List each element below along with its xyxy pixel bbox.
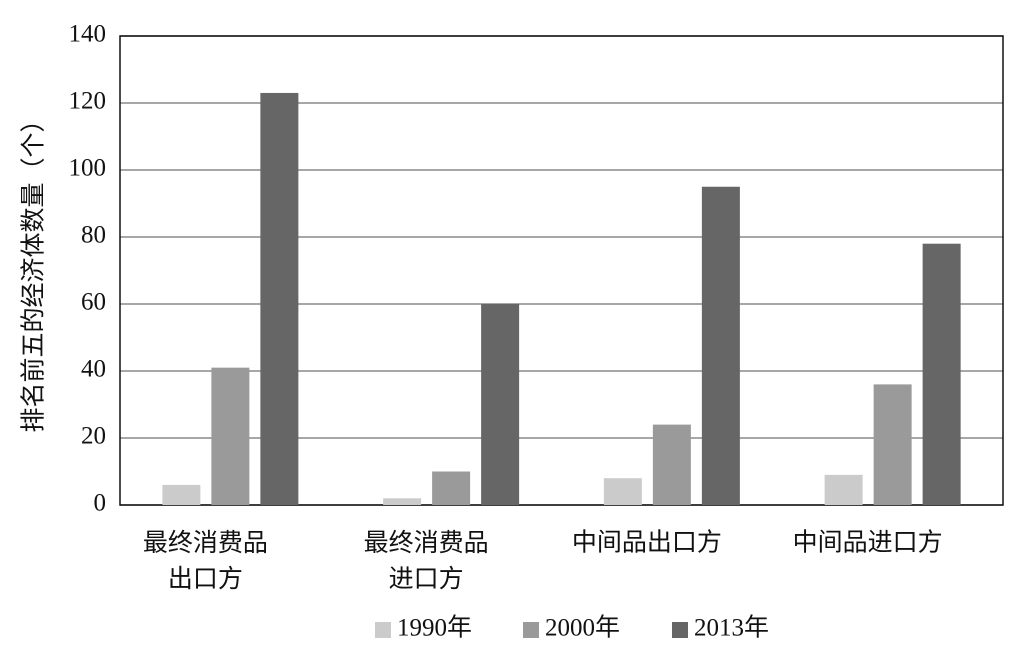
- bar: [162, 484, 201, 505]
- bar: [481, 304, 520, 505]
- bar: [922, 243, 961, 505]
- bar: [432, 471, 471, 505]
- legend-swatch: [375, 622, 391, 638]
- bar: [652, 424, 691, 505]
- legend-label: 2013年: [694, 614, 769, 642]
- y-tick-label: 0: [94, 490, 107, 517]
- bar: [824, 474, 863, 505]
- bar: [701, 186, 740, 505]
- y-tick-label: 140: [69, 21, 107, 48]
- bar: [383, 498, 422, 505]
- y-tick-label: 40: [81, 356, 106, 383]
- bar: [603, 478, 642, 505]
- y-tick-label: 80: [81, 222, 106, 249]
- legend-swatch: [672, 622, 688, 638]
- y-axis-label: 排名前五的经济体数量（个）: [20, 107, 48, 432]
- y-tick-label: 20: [81, 423, 106, 450]
- x-tick-label: 中间品出口方: [572, 529, 722, 557]
- legend-label: 1990年: [397, 614, 472, 642]
- y-tick-label: 100: [69, 155, 107, 182]
- y-tick-label: 60: [81, 289, 106, 316]
- x-tick-label: 中间品进口方: [793, 529, 943, 557]
- legend-label: 2000年: [545, 614, 620, 642]
- bar: [211, 367, 250, 505]
- y-tick-label: 120: [69, 88, 107, 115]
- x-tick-label: 最终消费品进口方: [364, 529, 489, 593]
- x-tick-label: 最终消费品出口方: [143, 529, 268, 593]
- plot-border: [119, 35, 1004, 506]
- legend-swatch: [523, 622, 539, 638]
- bar: [260, 92, 299, 505]
- bar: [873, 384, 912, 505]
